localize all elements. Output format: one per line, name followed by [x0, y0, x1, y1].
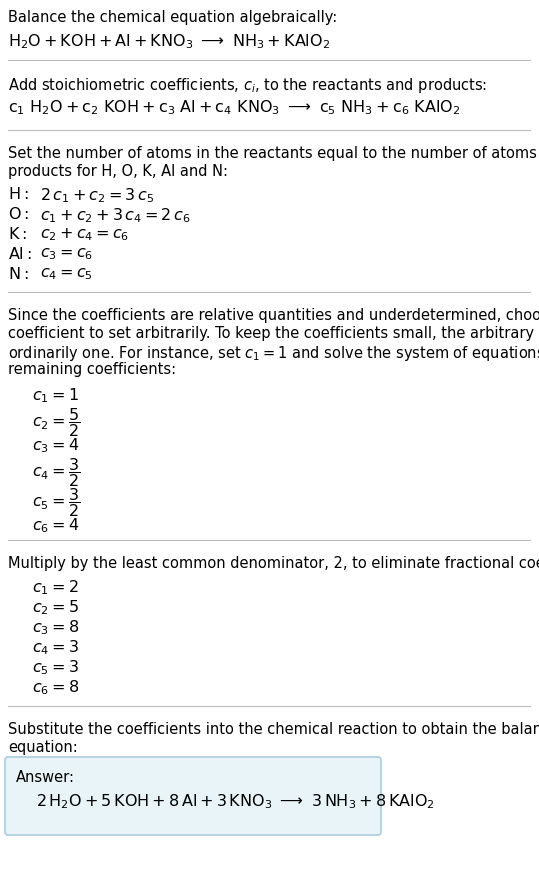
Text: $c_5 = 3$: $c_5 = 3$ [32, 658, 79, 676]
Text: $\mathrm{H:}$: $\mathrm{H:}$ [8, 186, 29, 202]
Text: $c_3 = 8$: $c_3 = 8$ [32, 618, 79, 636]
Text: $c_4 = \dfrac{3}{2}$: $c_4 = \dfrac{3}{2}$ [32, 456, 80, 489]
Text: Add stoichiometric coefficients, $c_i$, to the reactants and products:: Add stoichiometric coefficients, $c_i$, … [8, 76, 487, 95]
Text: $c_4 = 3$: $c_4 = 3$ [32, 638, 79, 657]
FancyBboxPatch shape [5, 757, 381, 835]
Text: $c_2 + c_4 = c_6$: $c_2 + c_4 = c_6$ [40, 226, 129, 243]
Text: products for H, O, K, Al and N:: products for H, O, K, Al and N: [8, 164, 228, 179]
Text: equation:: equation: [8, 740, 78, 755]
Text: Set the number of atoms in the reactants equal to the number of atoms in the: Set the number of atoms in the reactants… [8, 146, 539, 161]
Text: $c_3 = c_6$: $c_3 = c_6$ [40, 246, 93, 262]
Text: $\mathrm{2\,H_2O + 5\,KOH + 8\,Al + 3\,KNO_3 \ \longrightarrow \ 3\,NH_3 + 8\,KA: $\mathrm{2\,H_2O + 5\,KOH + 8\,Al + 3\,K… [36, 792, 435, 811]
Text: Balance the chemical equation algebraically:: Balance the chemical equation algebraica… [8, 10, 337, 25]
Text: $c_5 = \dfrac{3}{2}$: $c_5 = \dfrac{3}{2}$ [32, 486, 80, 519]
Text: $c_2 = \dfrac{5}{2}$: $c_2 = \dfrac{5}{2}$ [32, 406, 80, 439]
Text: $c_6 = 8$: $c_6 = 8$ [32, 678, 79, 697]
Text: $2\,c_1 + c_2 = 3\,c_5$: $2\,c_1 + c_2 = 3\,c_5$ [40, 186, 154, 205]
Text: $\mathrm{Al:}$: $\mathrm{Al:}$ [8, 246, 32, 262]
Text: $c_1 = 1$: $c_1 = 1$ [32, 386, 79, 405]
Text: $\mathrm{H_2O + KOH + Al + KNO_3 \ \longrightarrow \ NH_3 + KAlO_2}$: $\mathrm{H_2O + KOH + Al + KNO_3 \ \long… [8, 32, 330, 51]
Text: remaining coefficients:: remaining coefficients: [8, 362, 176, 377]
Text: $c_4 = c_5$: $c_4 = c_5$ [40, 266, 93, 282]
Text: $\mathrm{c_1\ H_2O + c_2\ KOH + c_3\ Al + c_4\ KNO_3 \ \longrightarrow \ c_5\ NH: $\mathrm{c_1\ H_2O + c_2\ KOH + c_3\ Al … [8, 98, 460, 117]
Text: $\mathrm{O:}$: $\mathrm{O:}$ [8, 206, 29, 222]
Text: $c_2 = 5$: $c_2 = 5$ [32, 598, 79, 617]
Text: ordinarily one. For instance, set $c_1 = 1$ and solve the system of equations fo: ordinarily one. For instance, set $c_1 =… [8, 344, 539, 363]
Text: $\mathrm{K:}$: $\mathrm{K:}$ [8, 226, 27, 242]
Text: $c_1 + c_2 + 3\,c_4 = 2\,c_6$: $c_1 + c_2 + 3\,c_4 = 2\,c_6$ [40, 206, 191, 224]
Text: $c_6 = 4$: $c_6 = 4$ [32, 516, 79, 535]
Text: $c_3 = 4$: $c_3 = 4$ [32, 436, 79, 455]
Text: coefficient to set arbitrarily. To keep the coefficients small, the arbitrary va: coefficient to set arbitrarily. To keep … [8, 326, 539, 341]
Text: $\mathrm{N:}$: $\mathrm{N:}$ [8, 266, 29, 282]
Text: Since the coefficients are relative quantities and underdetermined, choose a: Since the coefficients are relative quan… [8, 308, 539, 323]
Text: Multiply by the least common denominator, 2, to eliminate fractional coefficient: Multiply by the least common denominator… [8, 556, 539, 571]
Text: Substitute the coefficients into the chemical reaction to obtain the balanced: Substitute the coefficients into the che… [8, 722, 539, 737]
Text: Answer:: Answer: [16, 770, 75, 785]
Text: $c_1 = 2$: $c_1 = 2$ [32, 578, 79, 596]
